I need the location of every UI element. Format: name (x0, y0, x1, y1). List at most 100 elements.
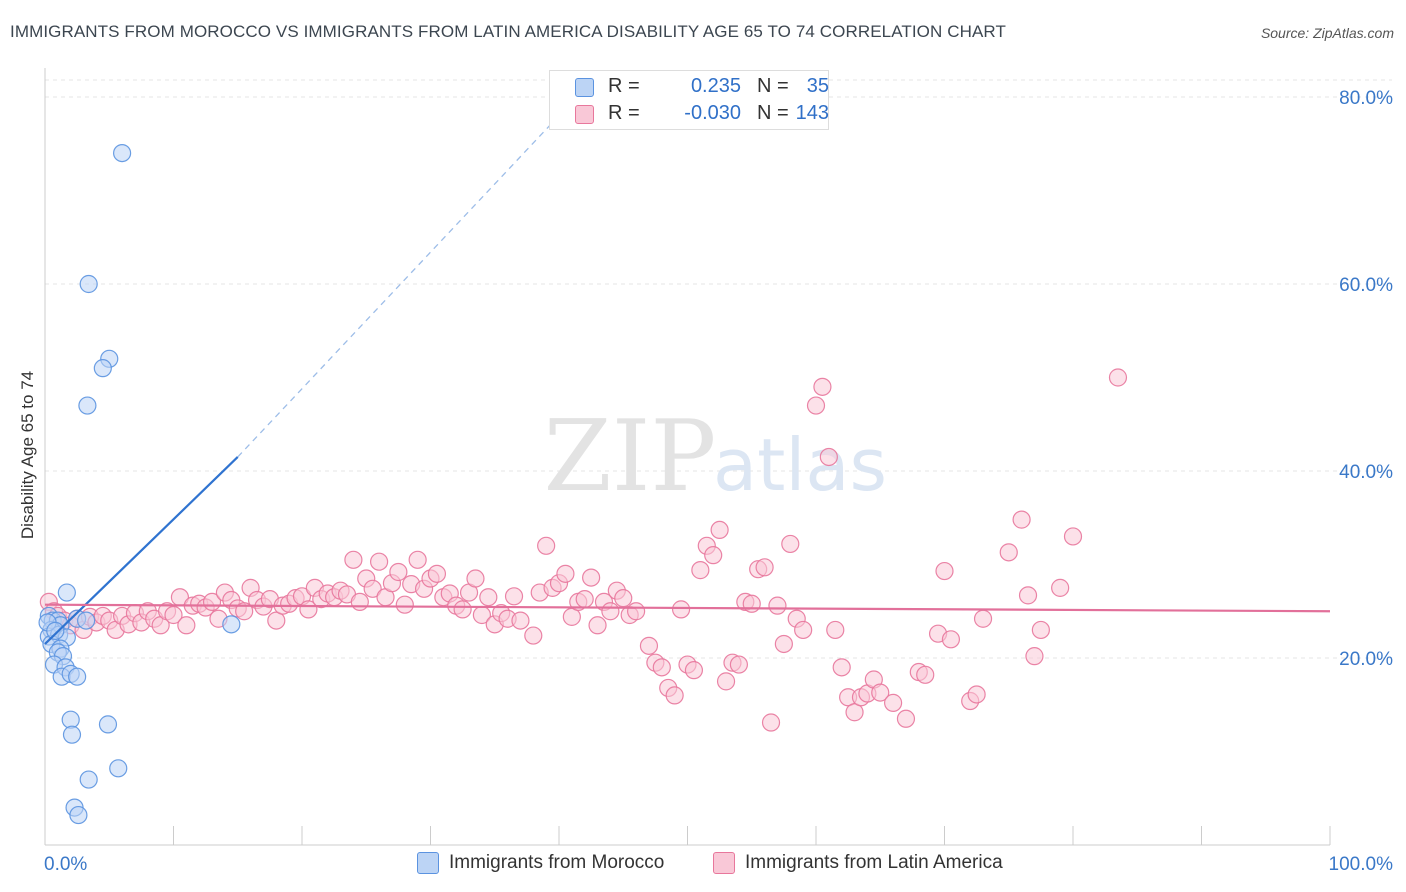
point-morocco-29 (109, 759, 128, 778)
point-morocco-32 (69, 805, 88, 825)
watermark: ZIP atlas (544, 400, 887, 514)
point-latin-america-84 (582, 568, 601, 587)
point-latin-america-99 (684, 661, 704, 680)
chart-title: IMMIGRANTS FROM MOROCCO VS IMMIGRANTS FR… (10, 22, 1006, 41)
series-legend: Immigrants from Morocco Immigrants from … (0, 852, 1406, 878)
point-latin-america-142 (1031, 620, 1050, 640)
y-tick-label-20: 20.0% (1339, 649, 1393, 670)
point-morocco-0 (112, 144, 132, 163)
latin-america-swatch (575, 105, 594, 124)
point-latin-america-74 (511, 611, 530, 630)
point-latin-america-104 (716, 672, 736, 691)
point-latin-america-131 (916, 665, 935, 684)
legend-label-morocco: Immigrants from Morocco (449, 852, 665, 873)
axes (44, 68, 1331, 846)
point-latin-america-22 (177, 616, 196, 635)
point-latin-america-111 (761, 713, 781, 732)
point-latin-america-87 (601, 602, 620, 621)
source-credit: Source: ZipAtlas.com (1260, 25, 1394, 41)
point-latin-america-143 (1051, 578, 1070, 597)
point-latin-america-112 (768, 596, 787, 615)
point-morocco-28 (62, 725, 82, 744)
n-value-morocco: 35 (806, 75, 829, 97)
x-tick-label-max: 100.0% (1329, 854, 1394, 875)
legend-label-latin-america: Immigrants from Latin America (745, 852, 1003, 873)
point-latin-america-100 (691, 561, 710, 580)
point-latin-america-58 (408, 550, 427, 569)
point-morocco-1 (79, 274, 98, 294)
y-tick-label-80: 80.0% (1339, 88, 1393, 109)
trend-line-latin-america (44, 603, 1331, 613)
point-latin-america-108 (742, 594, 761, 613)
point-morocco-18 (222, 615, 241, 634)
point-latin-america-56 (395, 595, 414, 614)
point-latin-america-119 (819, 447, 838, 467)
point-morocco-3 (93, 359, 112, 378)
y-tick-label-40: 40.0% (1339, 462, 1393, 483)
point-latin-america-67 (466, 569, 485, 588)
point-latin-america-129 (896, 709, 916, 728)
point-latin-america-89 (614, 589, 633, 608)
point-latin-america-113 (774, 634, 793, 654)
point-latin-america-123 (845, 703, 864, 722)
watermark-zip: ZIP (544, 400, 717, 514)
point-latin-america-52 (370, 552, 389, 571)
n-label: N = (757, 75, 789, 97)
point-latin-america-85 (588, 616, 607, 635)
point-latin-america-117 (806, 396, 826, 415)
point-latin-america-137 (973, 609, 993, 628)
point-latin-america-106 (729, 655, 749, 674)
point-latin-america-20 (164, 605, 183, 625)
point-latin-america-55 (389, 562, 408, 582)
grid-lines (45, 79, 1392, 659)
point-latin-america-51 (363, 579, 382, 598)
trend-lines (44, 115, 1331, 645)
point-latin-america-127 (871, 683, 890, 702)
point-latin-america-121 (832, 658, 851, 677)
legend-swatch-latin-america (713, 852, 735, 874)
point-latin-america-138 (999, 543, 1018, 562)
point-latin-america-134 (941, 630, 961, 649)
point-latin-america-48 (344, 550, 363, 569)
point-latin-america-103 (710, 520, 729, 540)
point-latin-america-80 (556, 564, 575, 583)
morocco-swatch (575, 78, 594, 97)
point-latin-america-139 (1012, 510, 1031, 529)
point-latin-america-69 (479, 588, 498, 607)
r-value-morocco: 0.235 (690, 75, 741, 97)
legend-item-morocco[interactable]: Immigrants from Morocco (417, 852, 664, 874)
n-label: N = (757, 102, 789, 124)
watermark-atlas: atlas (713, 423, 887, 507)
point-latin-america-75 (524, 626, 543, 645)
n-value-latin-america: 143 (795, 102, 829, 124)
point-latin-america-31 (235, 602, 254, 621)
point-latin-america-144 (1063, 527, 1083, 546)
trend-line-morocco-extension (237, 115, 560, 458)
tick-labels: 20.0% 40.0% 60.0% 80.0% 0.0% 100.0% (44, 88, 1393, 875)
point-latin-america-118 (813, 377, 832, 396)
point-latin-america-110 (755, 558, 774, 577)
point-latin-america-49 (350, 592, 369, 612)
point-latin-america-94 (652, 658, 671, 677)
point-latin-america-114 (781, 534, 800, 554)
r-label: R = (608, 102, 640, 124)
x-tick-label-min: 0.0% (44, 854, 87, 875)
legend-swatch-morocco (417, 852, 439, 874)
point-latin-america-97 (671, 600, 691, 619)
r-label: R = (608, 75, 640, 97)
point-latin-america-96 (665, 686, 684, 705)
r-value-latin-america: -0.030 (684, 102, 741, 124)
point-morocco-25 (68, 667, 87, 686)
point-morocco-34 (46, 621, 65, 640)
trend-line-morocco (44, 456, 239, 645)
point-latin-america-120 (826, 620, 845, 640)
legend-item-latin-america[interactable]: Immigrants from Latin America (713, 852, 1003, 874)
point-latin-america-133 (935, 561, 954, 581)
point-latin-america-141 (1025, 647, 1044, 666)
point-latin-america-145 (1108, 368, 1128, 387)
point-latin-america-83 (575, 589, 594, 609)
point-latin-america-65 (453, 600, 472, 619)
point-latin-america-36 (267, 611, 286, 630)
point-latin-america-136 (967, 685, 986, 704)
